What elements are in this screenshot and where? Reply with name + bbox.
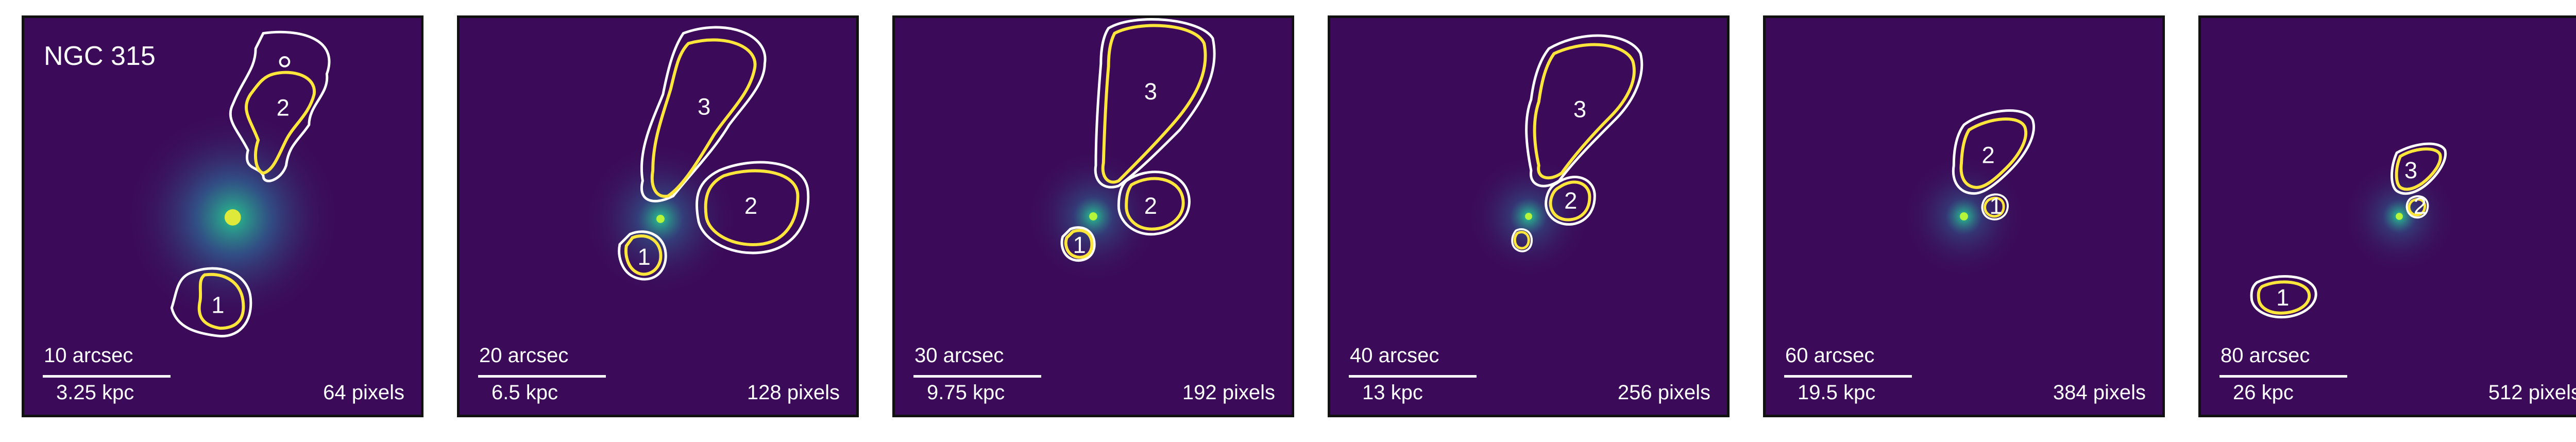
region-label-2: 2 xyxy=(277,95,290,121)
scale-arcsec-label: 10 arcsec xyxy=(44,344,133,367)
scale-kpc-label: 13 kpc xyxy=(1362,381,1423,404)
scale-bar xyxy=(1784,375,1912,378)
scale-arcsec-label: 40 arcsec xyxy=(1350,344,1439,367)
image-panel-6: 3 2 1 80 arcsec 26 kpc 512 pixels xyxy=(2198,15,2576,417)
region-label-1: 1 xyxy=(2276,284,2289,311)
image-panel-2: 3 2 1 20 arcsec 6.5 kpc 128 pixels xyxy=(457,15,859,417)
scale-kpc-label: 6.5 kpc xyxy=(492,381,558,404)
region-label-3: 3 xyxy=(2404,157,2417,183)
scale-bar xyxy=(478,375,606,378)
scale-pixels-label: 256 pixels xyxy=(1617,381,1710,404)
image-panel-3: 3 2 1 30 arcsec 9.75 kpc 192 pixels xyxy=(892,15,1294,417)
region-label-2: 2 xyxy=(1144,193,1157,219)
scale-kpc-label: 9.75 kpc xyxy=(927,381,1005,404)
scale-pixels-label: 192 pixels xyxy=(1182,381,1275,404)
scale-pixels-label: 384 pixels xyxy=(2053,381,2146,404)
outer-contour-2 xyxy=(229,30,331,182)
xray-image-1: 2 1 xyxy=(24,18,421,415)
region-label-1: 1 xyxy=(638,244,651,270)
outer-contour-1 xyxy=(170,267,252,337)
image-panel-1: 2 1 NGC 315 10 arcsec 3.25 kpc 64 pixels xyxy=(22,15,423,417)
xray-image-2: 3 2 1 xyxy=(460,18,856,415)
galaxy-core xyxy=(224,209,241,226)
scale-pixels-label: 512 pixels xyxy=(2488,381,2576,404)
scale-bar xyxy=(1349,375,1477,378)
scale-bar xyxy=(2219,375,2347,378)
image-panel-4: 3 2 40 arcsec 13 kpc 256 pixels xyxy=(1328,15,1730,417)
region-label-3: 3 xyxy=(698,94,710,120)
inner-contour-1 xyxy=(197,273,245,330)
region-label-1: 1 xyxy=(1073,232,1086,258)
region-label-2: 2 xyxy=(1982,142,1995,168)
scale-arcsec-label: 80 arcsec xyxy=(2221,344,2310,367)
scale-kpc-label: 19.5 kpc xyxy=(1798,381,1876,404)
region-label-3: 3 xyxy=(1144,78,1157,105)
region-label-3: 3 xyxy=(1573,96,1586,123)
xray-image-4: 3 2 xyxy=(1330,18,1727,415)
xray-image-5: 2 1 xyxy=(1766,18,2162,415)
image-panel-5: 2 1 60 arcsec 19.5 kpc 384 pixels xyxy=(1763,15,2165,417)
scale-bar xyxy=(43,375,171,378)
scale-kpc-label: 26 kpc xyxy=(2233,381,2294,404)
scale-pixels-label: 128 pixels xyxy=(747,381,840,404)
region-label-2: 2 xyxy=(1564,188,1577,214)
region-label-2: 2 xyxy=(744,193,757,219)
scale-arcsec-label: 20 arcsec xyxy=(479,344,569,367)
inner-contour-2 xyxy=(245,71,316,175)
region-label-1: 1 xyxy=(211,292,224,318)
xray-image-6: 3 2 1 xyxy=(2201,18,2576,415)
scale-kpc-label: 3.25 kpc xyxy=(56,381,134,404)
region-label-1: 1 xyxy=(1989,193,2002,219)
region-label-2: 2 xyxy=(2414,193,2427,219)
scale-arcsec-label: 60 arcsec xyxy=(1785,344,1875,367)
scale-arcsec-label: 30 arcsec xyxy=(914,344,1004,367)
panel-title: NGC 315 xyxy=(44,41,156,71)
scale-pixels-label: 64 pixels xyxy=(323,381,404,404)
xray-image-3: 3 2 1 xyxy=(895,18,1292,415)
scale-bar xyxy=(913,375,1041,378)
